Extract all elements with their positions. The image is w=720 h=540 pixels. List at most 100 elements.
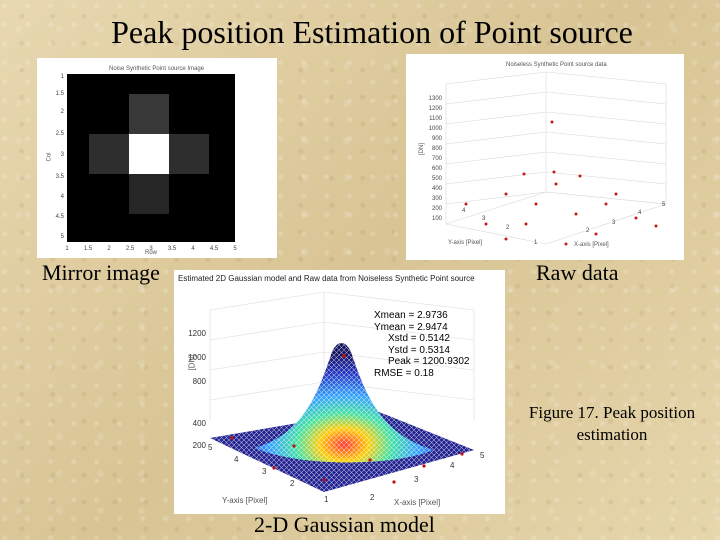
svg-text:3.5: 3.5 [168, 246, 177, 252]
svg-text:2: 2 [107, 246, 111, 252]
raw-data-point [614, 192, 618, 196]
stat-rmse: RMSE = 0.18 [374, 367, 434, 379]
stat-xmean: Xmean = 2.9736 [374, 310, 448, 321]
svg-text:400: 400 [432, 186, 443, 192]
svg-text:800: 800 [432, 146, 443, 152]
raw-data-point [564, 242, 568, 246]
raw-data-point [550, 120, 554, 124]
svg-text:4: 4 [638, 210, 642, 216]
svg-text:100: 100 [432, 216, 443, 222]
svg-text:1000: 1000 [429, 126, 443, 132]
mirror-xlabel: Row [145, 250, 158, 256]
raw-data-point [504, 192, 508, 196]
stat-ymean: Ymean = 2.9474 [374, 321, 448, 333]
svg-text:4.5: 4.5 [56, 214, 65, 220]
raw-zlabel: [DN] [419, 143, 425, 155]
svg-text:1100: 1100 [429, 116, 443, 122]
figure-caption: Figure 17. Peak position estimation [528, 403, 696, 444]
svg-text:1.5: 1.5 [84, 246, 93, 252]
svg-text:3: 3 [149, 246, 153, 252]
mirror-plot-title: Noise Synthetic Point source Image [109, 66, 205, 72]
svg-text:900: 900 [432, 136, 443, 142]
raw-data-point [524, 222, 528, 226]
stat-ystd: Ystd = 0.5314 [388, 344, 450, 356]
svg-text:3: 3 [612, 220, 616, 226]
mirror-image-caption: Mirror image [42, 260, 160, 285]
svg-text:1300: 1300 [429, 96, 443, 102]
raw-data-point [554, 182, 558, 186]
svg-text:4: 4 [191, 246, 195, 252]
svg-text:4: 4 [450, 461, 455, 470]
svg-text:1200: 1200 [429, 106, 443, 112]
stat-xstd: Xstd = 0.5142 [388, 333, 450, 344]
svg-text:1: 1 [65, 246, 69, 252]
model-stats: Xmean = 2.9736 Ymean = 2.9474 Xstd = 0.5… [374, 310, 469, 379]
svg-text:3: 3 [262, 467, 267, 476]
slide-title: Peak position Estimation of Point source [111, 14, 633, 50]
mirror-ylabel: Col [46, 152, 53, 162]
raw-data-point [654, 224, 658, 228]
svg-text:600: 600 [432, 166, 443, 172]
svg-text:5: 5 [208, 443, 213, 452]
svg-text:1: 1 [61, 74, 65, 80]
raw-data-figure: 1300 1200 1100 1000 900 800 700 600 500 … [429, 71, 667, 246]
raw-data-point [578, 174, 582, 178]
gaussian-surface-figure: 1200 1000 800 400 200 5 4 3 2 1 2 3 4 5 [188, 291, 485, 504]
model-plot-title: Estimated 2D Gaussian model and Raw data… [178, 274, 475, 283]
svg-text:1: 1 [324, 495, 329, 504]
svg-text:2.5: 2.5 [126, 246, 135, 252]
raw-data-point [504, 237, 508, 241]
svg-text:800: 800 [193, 377, 207, 386]
svg-text:1000: 1000 [188, 353, 206, 362]
svg-text:2: 2 [586, 228, 590, 234]
svg-text:5: 5 [61, 234, 65, 240]
model-xlabel: X-axis [Pixel] [394, 498, 441, 507]
model-ylabel: Y-axis [Pixel] [222, 496, 268, 505]
svg-text:5: 5 [480, 451, 485, 460]
svg-text:3.5: 3.5 [56, 174, 65, 180]
svg-text:200: 200 [193, 441, 207, 450]
raw-data-point [594, 232, 598, 236]
raw-data-point [534, 202, 538, 206]
svg-text:2: 2 [290, 479, 295, 488]
mirror-image-figure: 1 1.5 2 2.5 3 3.5 4 4.5 5 1 1.5 2 2.5 3 … [56, 74, 237, 252]
raw-data-point [552, 170, 556, 174]
svg-text:4: 4 [462, 208, 466, 214]
raw-data-point [522, 172, 526, 176]
svg-text:3: 3 [414, 475, 419, 484]
svg-text:2.5: 2.5 [56, 131, 65, 137]
svg-text:3: 3 [482, 216, 486, 222]
gaussian-model-caption: 2-D Gaussian model [254, 512, 435, 537]
raw-data-point [484, 222, 488, 226]
raw-data-point [634, 216, 638, 220]
svg-text:500: 500 [432, 176, 443, 182]
svg-text:2: 2 [370, 493, 375, 502]
svg-text:1200: 1200 [188, 329, 206, 338]
svg-text:3: 3 [61, 152, 65, 158]
raw-data-caption: Raw data [536, 260, 619, 285]
model-zlabel: [DN] [187, 354, 197, 371]
svg-text:700: 700 [432, 156, 443, 162]
raw-data-point [464, 202, 468, 206]
raw-data-panel: Noiseless Synthetic Point source data 13… [406, 54, 684, 260]
raw-ylabel: Y-axis [Pixel] [448, 240, 483, 246]
svg-text:2: 2 [61, 109, 65, 115]
svg-text:4: 4 [61, 194, 65, 200]
svg-text:1: 1 [534, 240, 538, 246]
svg-text:1.5: 1.5 [56, 91, 65, 97]
raw-xlabel: X-axis [Pixel] [574, 242, 609, 248]
stat-peak: Peak = 1200.9302 [388, 356, 470, 367]
svg-text:5: 5 [662, 202, 666, 208]
mirror-image-panel: Noise Synthetic Point source Image 1 1.5… [37, 58, 277, 258]
gaussian-model-panel: Estimated 2D Gaussian model and Raw data… [174, 270, 505, 514]
svg-text:300: 300 [432, 196, 443, 202]
svg-text:4: 4 [234, 455, 239, 464]
svg-text:4.5: 4.5 [210, 246, 219, 252]
raw-data-point [574, 212, 578, 216]
raw-plot-title: Noiseless Synthetic Point source data [506, 62, 607, 68]
svg-text:5: 5 [233, 246, 237, 252]
svg-text:2: 2 [506, 225, 510, 231]
svg-text:200: 200 [432, 206, 443, 212]
svg-text:400: 400 [193, 419, 207, 428]
raw-data-point [604, 202, 608, 206]
